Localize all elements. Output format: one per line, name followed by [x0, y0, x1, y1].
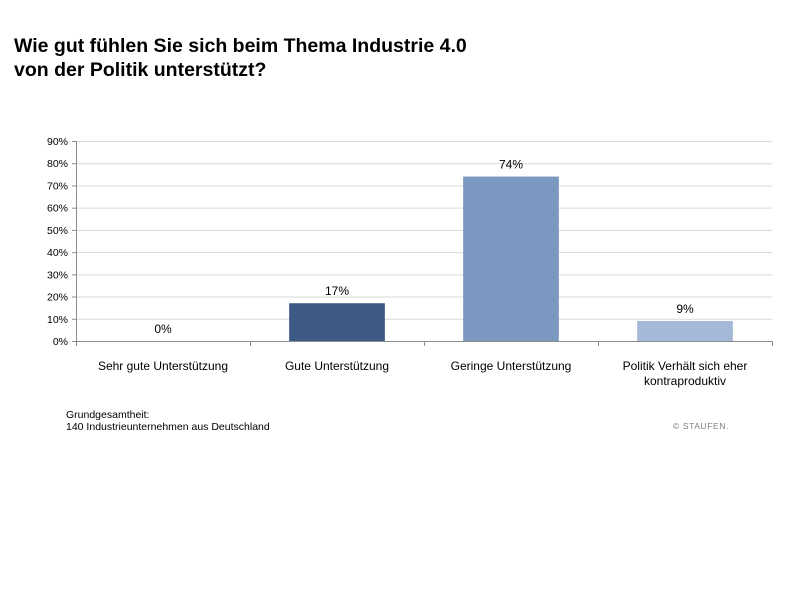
- footnote-line-1: Grundgesamtheit:: [66, 409, 150, 421]
- y-tick-label-2: 20%: [47, 292, 68, 304]
- data-labels: 0% 17% 74% 9%: [154, 158, 694, 336]
- footnote-line-2: 140 Industrieunternehmen aus Deutschland: [66, 421, 270, 433]
- bar-chart: 0% 10% 20% 30% 40% 50% 60% 70% 80% 90% 0% 17% 74% 9%…: [47, 136, 773, 388]
- data-label-3: 74%: [499, 158, 523, 172]
- y-tick-label-7: 70%: [47, 180, 68, 192]
- y-tick-label-1: 10%: [47, 314, 68, 326]
- footnote: Grundgesamtheit: 140 Industrieunternehme…: [66, 409, 270, 433]
- bars: [289, 176, 733, 341]
- gridlines: [76, 141, 772, 320]
- y-tick-label-3: 30%: [47, 269, 68, 281]
- bar-2: [289, 303, 385, 341]
- x-category-label-2: Gute Unterstützung: [285, 359, 389, 373]
- chart-title-line-1: Wie gut fühlen Sie sich beim Thema Indus…: [14, 35, 467, 57]
- data-label-2: 17%: [325, 284, 349, 298]
- x-axis-category-labels: Sehr gute Unterstützung Gute Unterstützun…: [98, 359, 747, 388]
- x-category-label-3: Geringe Unterstützung: [451, 359, 572, 373]
- y-tick-label-4: 40%: [47, 247, 68, 259]
- data-label-4: 9%: [676, 302, 694, 316]
- axes: [72, 141, 773, 346]
- y-tick-label-8: 80%: [47, 158, 68, 170]
- x-category-label-1: Sehr gute Unterstützung: [98, 359, 228, 373]
- bar-3: [463, 176, 559, 341]
- copyright-notice: © STAUFEN.: [673, 421, 730, 431]
- y-axis-tick-labels: 0% 10% 20% 30% 40% 50% 60% 70% 80% 90%: [47, 136, 68, 348]
- x-category-label-4-line-1: Politik Verhält sich eher: [623, 359, 748, 373]
- y-tick-label-6: 60%: [47, 203, 68, 215]
- x-category-label-1-line-1: Sehr gute Unterstützung: [98, 359, 228, 373]
- x-category-label-4: Politik Verhält sich eher kontraproduktiv: [623, 359, 748, 388]
- data-label-1: 0%: [154, 322, 172, 336]
- chart-title: Wie gut fühlen Sie sich beim Thema Indus…: [14, 34, 467, 82]
- x-category-label-2-line-1: Gute Unterstützung: [285, 359, 389, 373]
- bar-4: [637, 321, 733, 341]
- y-tick-label-5: 50%: [47, 225, 68, 237]
- x-category-label-3-line-1: Geringe Unterstützung: [451, 359, 572, 373]
- y-tick-label-0: 0%: [53, 336, 68, 348]
- x-category-label-4-line-2: kontraproduktiv: [644, 374, 726, 388]
- y-tick-label-9: 90%: [47, 136, 68, 148]
- chart-title-line-2: von der Politik unterstützt?: [14, 59, 267, 81]
